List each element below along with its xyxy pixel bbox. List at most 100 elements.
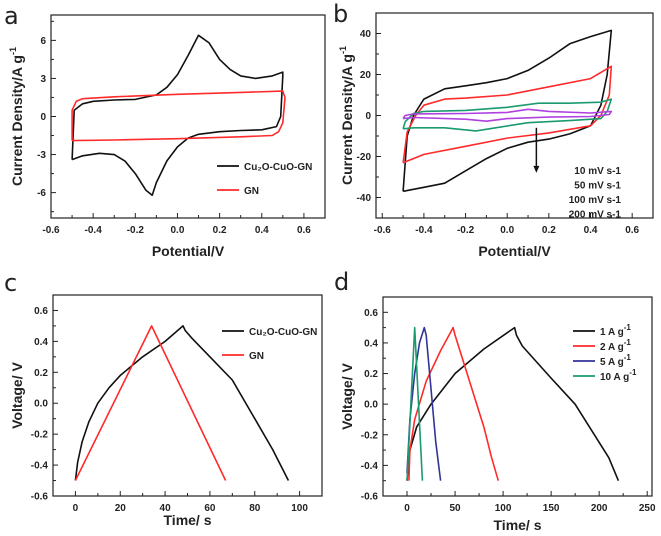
x-tick-label: -0.4 — [85, 225, 103, 236]
y-axis-label-sup: -1 — [338, 46, 348, 54]
legend-entry: 2 A g-1 — [600, 338, 631, 353]
series-line-2 — [402, 65, 613, 164]
x-tick-label: 200 — [591, 503, 608, 514]
y-axis-label-sup: -1 — [8, 47, 18, 55]
x-tick-label: -0.6 — [42, 225, 60, 236]
y-tick-label: 20 — [360, 70, 372, 81]
y-tick-label: 0 — [365, 111, 371, 122]
legend-entry: 200 mV s-1 — [569, 210, 622, 221]
legend-label: 1 A g — [600, 327, 624, 338]
x-tick-label: 100 — [495, 503, 512, 514]
x-tick-label: 250 — [639, 503, 656, 514]
x-tick-label: 0.4 — [255, 225, 269, 236]
x-axis-label: Potential/V — [152, 243, 225, 259]
legend-label: 10 A g — [600, 372, 629, 383]
y-tick-label: -3 — [37, 150, 46, 161]
x-axis-label: Potential/V — [478, 243, 551, 259]
legend-entry: 50 mV s-1 — [574, 181, 621, 192]
x-tick-label: -0.4 — [415, 225, 433, 236]
x-tick-label: 150 — [543, 503, 560, 514]
y-tick-label: 0.4 — [34, 337, 48, 348]
legend-entry: GN — [244, 186, 259, 197]
y-axis-label: Voltage/ V — [339, 363, 355, 430]
legend-label-sup: -1 — [629, 368, 637, 377]
y-tick-label: 6 — [40, 36, 46, 47]
y-tick-label: -0.4 — [361, 461, 379, 472]
y-tick-label: 0.6 — [364, 308, 378, 319]
legend-label: GN — [244, 186, 259, 197]
y-tick-label: -6 — [37, 188, 46, 199]
x-tick-label: 0.2 — [213, 225, 227, 236]
y-tick-label: 0.2 — [364, 369, 378, 380]
y-axis-label-text: Current Density/A g — [9, 55, 25, 186]
panel-letter-a: a — [4, 2, 19, 30]
y-tick-label: 40 — [360, 29, 372, 40]
legend-entry: 5 A g-1 — [600, 353, 631, 368]
series-line-2 — [74, 325, 227, 481]
series-line-1 — [74, 325, 290, 481]
y-axis-label: Current Density/A g-1 — [338, 46, 355, 185]
x-tick-label: 0.4 — [584, 225, 598, 236]
panel-a: -0.6 -0.4 -0.2 0.0 0.2 0.4 0.6 -6 -3 0 3 6 Potential… — [8, 14, 326, 259]
x-tick-label: 60 — [204, 503, 216, 514]
y-axis-label-text: Voltage/ V — [9, 362, 25, 429]
y-tick-label: -40 — [357, 193, 372, 204]
legend-label: Cu₂O-CuO-GN — [244, 162, 312, 173]
y-tick-label: 3 — [40, 74, 46, 85]
y-axis-label: Voltage/ V — [9, 362, 25, 429]
legend-entry: Cu₂O-CuO-GN — [249, 327, 317, 338]
x-tick-label: 100 — [291, 503, 308, 514]
x-tick-label: 0.2 — [542, 225, 556, 236]
legend-label-sup: -1 — [624, 338, 632, 347]
y-tick-label: 0.4 — [364, 338, 378, 349]
legend-label-sup: -1 — [624, 323, 632, 332]
y-tick-label: 0.6 — [34, 306, 48, 317]
y-tick-label: 0.0 — [34, 399, 48, 410]
panel-b: -0.6 -0.4 -0.2 0.0 0.2 0.4 0.6 -40 -20 0 20 40 Poten… — [338, 12, 654, 259]
x-tick-label: 0.6 — [625, 225, 639, 236]
y-tick-label: 0 — [40, 112, 46, 123]
x-tick-label: 40 — [160, 503, 172, 514]
y-tick-label: -0.2 — [31, 430, 49, 441]
legend-label: 5 A g — [600, 357, 624, 368]
legend-entry: 100 mV s-1 — [569, 195, 622, 206]
legend-entry: Cu₂O-CuO-GN — [244, 162, 312, 173]
series-line-3 — [406, 326, 442, 481]
legend-entry: 10 A g-1 — [600, 368, 637, 383]
series-line-4 — [402, 108, 613, 122]
x-axis-label: Time/ s — [164, 512, 212, 528]
x-tick-label: -0.2 — [127, 225, 145, 236]
series-line-4 — [406, 326, 424, 481]
plot-frame — [382, 296, 653, 497]
panel-letter-b: b — [333, 0, 348, 28]
legend-label: 2 A g — [600, 342, 624, 353]
x-tick-label: 80 — [249, 503, 261, 514]
y-tick-label: 0.2 — [34, 368, 48, 379]
x-tick-label: -0.6 — [374, 225, 392, 236]
arrow-head-icon — [533, 165, 540, 173]
x-axis-label: Time/ s — [494, 517, 542, 533]
y-tick-label: -0.6 — [361, 492, 379, 503]
x-tick-label: -0.2 — [457, 225, 475, 236]
panel-letter-d: d — [334, 268, 349, 296]
y-axis-label: Current Density/A g-1 — [8, 47, 25, 186]
series-line-3 — [402, 98, 613, 132]
y-tick-label: 0.0 — [364, 400, 378, 411]
panel-d: 0 50 100 150 200 250 -0.6 -0.4 -0.2 0.0 0.2 0.4 0.6 T… — [339, 296, 656, 533]
legend-entry: 10 mV s-1 — [574, 166, 621, 177]
legend-entry: GN — [249, 351, 264, 362]
y-axis-label-text: Voltage/ V — [339, 363, 355, 430]
x-tick-label: 50 — [449, 503, 461, 514]
x-tick-label: 0.6 — [297, 225, 311, 236]
x-tick-label: 20 — [115, 503, 127, 514]
series-line-1 — [406, 326, 620, 482]
y-axis-label-text: Current Density/A g — [339, 54, 355, 185]
x-tick-label: 0 — [404, 503, 410, 514]
x-tick-label: 0.0 — [500, 225, 514, 236]
y-tick-label: -0.2 — [361, 430, 379, 441]
series-line-2 — [71, 90, 286, 142]
x-tick-label: 0 — [73, 503, 79, 514]
panel-letter-c: c — [4, 269, 17, 297]
series-line-2 — [408, 326, 500, 481]
